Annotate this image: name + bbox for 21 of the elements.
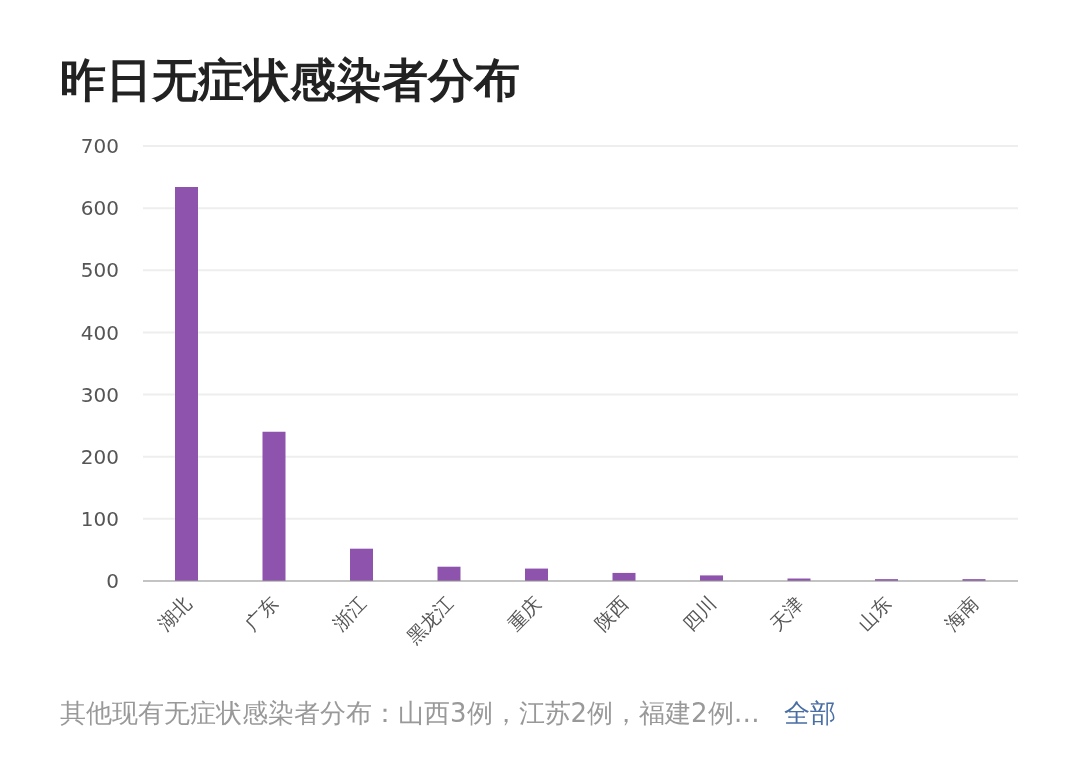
y-tick-label: 700 (80, 134, 119, 159)
chart-title: 昨日无症状感染者分布 (60, 52, 520, 109)
x-tick-label: 黑龙江 (401, 591, 458, 648)
y-tick-label: 100 (80, 506, 119, 531)
y-tick-label: 300 (80, 382, 119, 407)
x-tick-label: 海南 (940, 591, 983, 635)
text: 其他现有无症状感染者分布：山西3例，江苏2例，福建2例… (60, 698, 760, 728)
x-tick-label: 陕西 (590, 591, 633, 635)
x-tick-label: 重庆 (502, 591, 546, 635)
x-tick-label: 天津 (765, 591, 808, 635)
x-tick-label: 浙江 (327, 591, 371, 635)
x-tick-label: 四川 (677, 591, 721, 635)
x-tick-label: 山东 (852, 591, 896, 635)
text: 全部 (783, 698, 836, 728)
y-tick-label: 600 (80, 196, 119, 221)
y-tick-label: 200 (80, 444, 119, 469)
y-tick-label: 400 (80, 320, 119, 345)
y-tick-label: 500 (80, 258, 119, 283)
y-tick-label: 0 (106, 569, 119, 594)
x-tick-label: 湖北 (152, 591, 196, 635)
x-tick-label: 广东 (240, 591, 283, 635)
